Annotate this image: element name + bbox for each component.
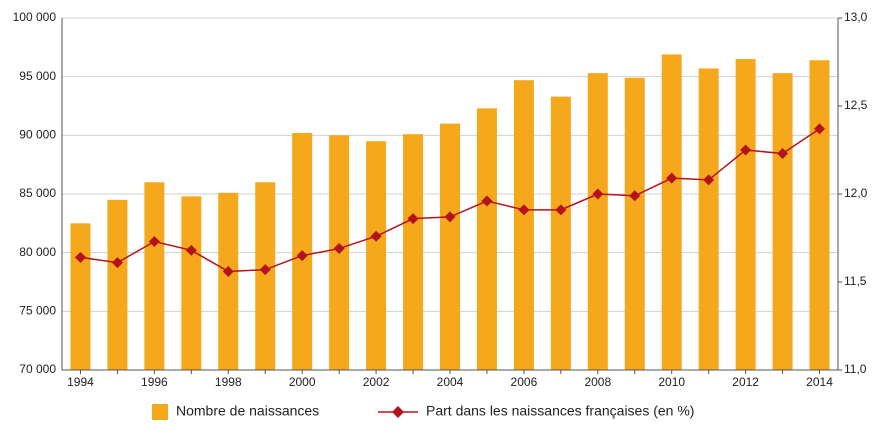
bar bbox=[513, 80, 534, 370]
y-tick-label: 75 000 bbox=[19, 304, 56, 318]
marker bbox=[185, 244, 197, 256]
marker bbox=[629, 190, 641, 202]
x-tick-label: 2002 bbox=[363, 375, 390, 389]
y2-tick-label: 11,5 bbox=[844, 274, 867, 288]
x-tick-label: 1998 bbox=[215, 375, 242, 389]
bar bbox=[440, 123, 460, 370]
marker bbox=[555, 204, 567, 216]
marker bbox=[444, 211, 456, 223]
y2-tick-label: 11,0 bbox=[844, 362, 867, 376]
legend-marker bbox=[392, 406, 404, 418]
bar bbox=[661, 54, 682, 371]
x-tick-label: 2012 bbox=[732, 375, 759, 389]
bar bbox=[181, 196, 202, 370]
x-tick-label: 2008 bbox=[584, 375, 611, 389]
marker bbox=[777, 148, 789, 160]
x-tick-label: 2010 bbox=[658, 375, 685, 389]
bar bbox=[107, 199, 128, 370]
x-tick-label: 2004 bbox=[437, 375, 464, 389]
bar bbox=[70, 223, 91, 370]
legend-label: Part dans les naissances françaises (en … bbox=[426, 403, 694, 419]
legend-swatch bbox=[152, 404, 168, 420]
y-tick-label: 80 000 bbox=[19, 245, 56, 259]
bar bbox=[366, 141, 387, 370]
x-tick-label: 2000 bbox=[289, 375, 316, 389]
marker bbox=[222, 265, 234, 277]
y-tick-label: 90 000 bbox=[19, 128, 56, 142]
bar bbox=[698, 68, 719, 370]
bar bbox=[624, 77, 645, 370]
marker bbox=[296, 250, 308, 262]
bar bbox=[550, 96, 571, 370]
y-tick-label: 85 000 bbox=[19, 186, 56, 200]
marker bbox=[481, 195, 493, 207]
marker bbox=[703, 174, 715, 186]
x-tick-label: 2014 bbox=[806, 375, 833, 389]
marker bbox=[592, 188, 604, 200]
marker bbox=[333, 243, 345, 255]
bar bbox=[587, 73, 608, 370]
bar bbox=[255, 182, 276, 370]
bar bbox=[772, 73, 793, 370]
y2-tick-label: 12,0 bbox=[844, 186, 868, 200]
legend-label: Nombre de naissances bbox=[176, 403, 319, 419]
marker bbox=[407, 213, 419, 225]
marker bbox=[814, 123, 826, 135]
bar bbox=[403, 134, 424, 370]
bar bbox=[476, 108, 497, 370]
y-tick-label: 100 000 bbox=[13, 10, 57, 24]
marker bbox=[259, 264, 271, 276]
marker bbox=[111, 257, 123, 269]
bar bbox=[218, 192, 239, 370]
x-tick-label: 1994 bbox=[67, 375, 94, 389]
marker bbox=[370, 230, 382, 242]
marker bbox=[74, 251, 86, 263]
x-tick-label: 1996 bbox=[141, 375, 168, 389]
y2-tick-label: 12,5 bbox=[844, 98, 868, 112]
marker bbox=[518, 204, 530, 216]
bar bbox=[809, 60, 830, 371]
y-tick-label: 70 000 bbox=[19, 362, 56, 376]
marker bbox=[148, 236, 160, 248]
y-tick-label: 95 000 bbox=[19, 69, 56, 83]
bar bbox=[144, 182, 165, 370]
marker bbox=[666, 172, 678, 184]
marker bbox=[740, 144, 752, 156]
x-tick-label: 2006 bbox=[511, 375, 538, 389]
y2-tick-label: 13,0 bbox=[844, 10, 868, 24]
bar bbox=[735, 59, 756, 371]
